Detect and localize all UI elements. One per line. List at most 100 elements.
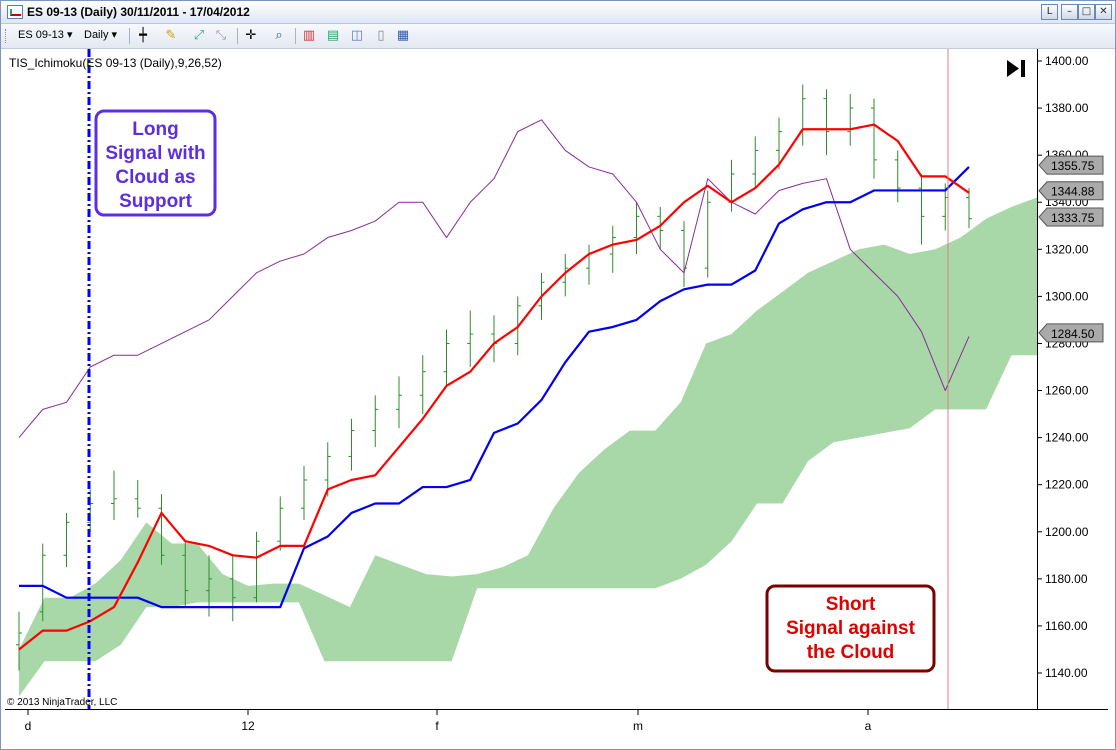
link-button[interactable]: L bbox=[1041, 4, 1058, 20]
chart-app-icon bbox=[7, 5, 23, 19]
ohlc-bar bbox=[562, 254, 569, 297]
ichimoku-chart[interactable]: Long Signal with Cloud as Support Short Signa… bbox=[5, 49, 1108, 709]
ohlc-bar bbox=[467, 310, 474, 367]
toolbar-divider bbox=[295, 28, 296, 44]
strategies-icon[interactable]: ▤ bbox=[326, 28, 340, 43]
x-tick-label: m bbox=[633, 719, 643, 733]
ohlc-bar bbox=[776, 117, 782, 170]
x-tick-label: d bbox=[25, 719, 32, 733]
y-tick-label: 1260.00 bbox=[1045, 384, 1089, 398]
y-tick-label: 1200.00 bbox=[1045, 525, 1089, 539]
y-tick-label: 1300.00 bbox=[1045, 289, 1089, 303]
window-title: ES 09-13 (Daily) 30/11/2011 - 17/04/2012 bbox=[27, 5, 250, 19]
short-annotation-text: Short bbox=[826, 594, 876, 615]
pencil-icon[interactable]: ✎ bbox=[165, 28, 177, 43]
zoom-in-icon[interactable]: ⤢ bbox=[193, 28, 205, 43]
svg-text:1284.50: 1284.50 bbox=[1051, 327, 1095, 341]
ohlc-bar bbox=[111, 470, 117, 520]
ohlc-bar bbox=[253, 531, 260, 603]
interval-label: Daily bbox=[84, 29, 109, 41]
copyright-label: © 2013 NinjaTrader, LLC bbox=[7, 697, 117, 708]
minimize-button[interactable]: – bbox=[1061, 4, 1078, 20]
chart-toolbar: ES 09-13 ▾ Daily ▾ ┿ ✎ ⤢ ⤡ ✛ ⌕ ▥ ▤ ◫ ▯ ▦ bbox=[1, 24, 1115, 49]
y-tick-label: 1180.00 bbox=[1045, 572, 1088, 586]
ohlc-bar bbox=[348, 418, 355, 471]
x-tick-label: f bbox=[435, 719, 439, 733]
ichimoku-cloud bbox=[19, 197, 1037, 697]
long-annotation-text: Support bbox=[119, 191, 192, 212]
indicator-label: TIS_Ichimoku(ES 09-13 (Daily),9,26,52) bbox=[9, 56, 222, 70]
instrument-label: ES 09-13 bbox=[18, 29, 64, 41]
y-tick-label: 1380.00 bbox=[1045, 101, 1089, 115]
ohlc-bar bbox=[966, 188, 972, 229]
short-signal-annotation: Short Signal against the Cloud bbox=[765, 584, 936, 673]
chart-panel[interactable]: Long Signal with Cloud as Support Short Signa… bbox=[5, 49, 1108, 709]
ohlc-bar bbox=[419, 355, 426, 415]
close-button[interactable]: ✕ bbox=[1095, 4, 1112, 20]
chevron-down-icon: ▾ bbox=[111, 29, 118, 41]
toolbar-grip[interactable] bbox=[5, 29, 9, 43]
y-tick-label: 1160.00 bbox=[1045, 619, 1088, 633]
bar-type-icon[interactable]: ┿ bbox=[139, 28, 147, 43]
short-annotation-text: the Cloud bbox=[807, 642, 895, 663]
chikou-span-line bbox=[18, 119, 970, 438]
x-tick-label: 12 bbox=[241, 719, 255, 733]
chart-style-icon[interactable]: ◫ bbox=[350, 28, 364, 43]
y-tick-label: 1400.00 bbox=[1045, 54, 1089, 68]
ohlc-bar bbox=[39, 543, 46, 622]
ohlc-bar bbox=[823, 89, 830, 156]
y-tick-label: 1240.00 bbox=[1045, 431, 1089, 445]
maximize-button[interactable]: □ bbox=[1078, 4, 1095, 20]
interval-selector[interactable]: Daily ▾ bbox=[81, 27, 120, 44]
ohlc-bar bbox=[63, 512, 70, 568]
x-tick-label: a bbox=[865, 719, 872, 733]
ohlc-bar bbox=[752, 136, 759, 189]
indicators-icon[interactable]: ▥ bbox=[302, 28, 316, 43]
tenkan-sen-line bbox=[18, 123, 970, 651]
svg-text:1355.75: 1355.75 bbox=[1051, 159, 1095, 173]
ohlc-bar bbox=[372, 395, 379, 448]
ohlc-bar bbox=[847, 93, 854, 146]
crosshair-icon[interactable]: ✛ bbox=[245, 28, 257, 43]
long-signal-annotation: Long Signal with Cloud as Support bbox=[94, 109, 217, 217]
price-label-tag: 1333.75 bbox=[1038, 207, 1104, 227]
ohlc-bar bbox=[633, 202, 640, 255]
chevron-down-icon: ▾ bbox=[66, 29, 73, 41]
svg-text:1344.88: 1344.88 bbox=[1051, 185, 1095, 199]
ohlc-bar bbox=[277, 496, 284, 551]
y-tick-label: 1220.00 bbox=[1045, 478, 1089, 492]
ohlc-bar bbox=[396, 376, 402, 429]
ohlc-bar bbox=[443, 329, 450, 386]
price-label-tag: 1344.88 bbox=[1038, 181, 1104, 201]
y-tick-label: 1320.00 bbox=[1045, 242, 1089, 256]
ohlc-bar bbox=[871, 98, 877, 179]
ohlc-bar bbox=[324, 442, 331, 497]
long-annotation-text: Signal with bbox=[105, 143, 205, 164]
long-annotation-text: Long bbox=[132, 119, 178, 140]
go-to-end-icon[interactable] bbox=[1007, 60, 1025, 77]
instrument-selector[interactable]: ES 09-13 ▾ bbox=[15, 27, 75, 44]
ohlc-bar bbox=[229, 555, 236, 622]
ohlc-bar bbox=[894, 150, 901, 203]
y-tick-label: 1140.00 bbox=[1045, 666, 1088, 680]
print-icon[interactable]: ▯ bbox=[377, 28, 385, 43]
svg-text:1333.75: 1333.75 bbox=[1051, 211, 1095, 225]
ohlc-bar bbox=[158, 494, 165, 565]
properties-icon[interactable]: ▦ bbox=[396, 28, 410, 43]
price-label-tag: 1284.50 bbox=[1038, 323, 1104, 343]
title-bar: ES 09-13 (Daily) 30/11/2011 - 17/04/2012… bbox=[1, 1, 1115, 24]
zoom-out-icon[interactable]: ⤡ bbox=[215, 28, 227, 43]
magnify-icon[interactable]: ⌕ bbox=[275, 28, 283, 43]
short-annotation-text: Signal against bbox=[786, 618, 915, 639]
ohlc-bar bbox=[301, 465, 307, 520]
ohlc-bar bbox=[134, 479, 141, 518]
ohlc-bar bbox=[918, 173, 925, 245]
long-annotation-text: Cloud as bbox=[115, 167, 195, 188]
ohlc-bar bbox=[609, 225, 616, 273]
ohlc-bar bbox=[704, 190, 711, 278]
toolbar-divider bbox=[129, 28, 130, 44]
ohlc-bar bbox=[16, 611, 22, 671]
ohlc-bar bbox=[182, 541, 189, 608]
toolbar-divider bbox=[237, 28, 238, 44]
kijun-sen-line bbox=[19, 166, 970, 609]
